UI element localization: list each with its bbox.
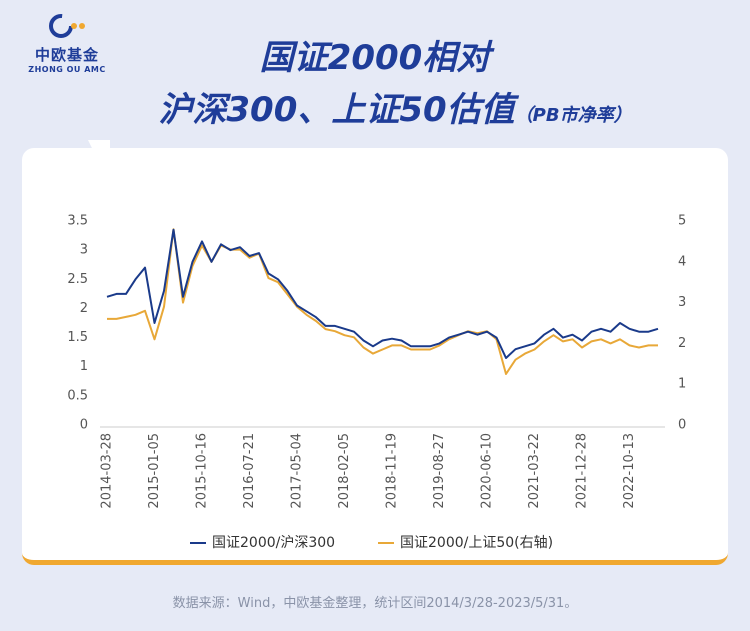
x-tick-label: 2018-11-19 — [385, 433, 400, 509]
x-tick-label: 2020-06-10 — [480, 433, 495, 509]
x-tick-label: 2019-08-27 — [432, 433, 447, 509]
y-tick-label: 2 — [80, 301, 88, 316]
y2-tick-label: 5 — [678, 214, 686, 229]
title-line: 国证2000相对 — [259, 38, 491, 78]
y2-tick-label: 4 — [678, 254, 686, 269]
y2-tick-label: 1 — [678, 377, 686, 392]
x-tick-label: 2017-05-04 — [290, 433, 305, 509]
y-tick-label: 3 — [80, 243, 88, 258]
series-line — [107, 228, 658, 375]
logo-icon — [49, 14, 85, 38]
title-main: 沪深300、上证50估值 — [158, 90, 515, 130]
x-tick-label: 2022-10-13 — [622, 433, 637, 509]
logo: 中欧基金 ZHONG OU AMC — [22, 12, 112, 74]
series-line — [106, 228, 659, 359]
y2-tick-label: 3 — [678, 295, 686, 310]
y-tick-label: 0 — [80, 418, 88, 433]
y2-tick-label: 2 — [678, 336, 686, 351]
x-tick-label: 2021-12-28 — [575, 433, 590, 509]
title-line: 沪深300、上证50估值（PB市净率） — [0, 82, 750, 131]
footer: 数据来源：Wind，中欧基金整理，统计区间2014/3/28-2023/5/31… — [172, 596, 578, 611]
chart-card — [22, 148, 728, 565]
y-tick-label: 2.5 — [67, 272, 88, 287]
logo-sub: ZHONG OU AMC — [28, 65, 106, 74]
legend-label: 国证2000/沪深300 — [212, 535, 335, 551]
y2-tick-label: 0 — [678, 418, 686, 433]
legend-label: 国证2000/上证50(右轴) — [400, 535, 553, 551]
x-tick-label: 2015-01-05 — [147, 433, 162, 509]
x-tick-label: 2014-03-28 — [100, 433, 115, 509]
title-note: （PB市净率） — [514, 105, 632, 126]
logo-name: 中欧基金 — [34, 46, 99, 64]
x-tick-label: 2015-10-16 — [195, 433, 210, 509]
y-tick-label: 3.5 — [67, 214, 88, 229]
x-tick-label: 2016-07-21 — [242, 433, 257, 509]
y-tick-label: 1.5 — [67, 330, 88, 345]
y-tick-label: 1 — [80, 359, 88, 374]
y-tick-label: 0.5 — [67, 388, 88, 403]
x-tick-label: 2021-03-22 — [527, 433, 542, 509]
x-tick-label: 2018-02-05 — [337, 433, 352, 509]
